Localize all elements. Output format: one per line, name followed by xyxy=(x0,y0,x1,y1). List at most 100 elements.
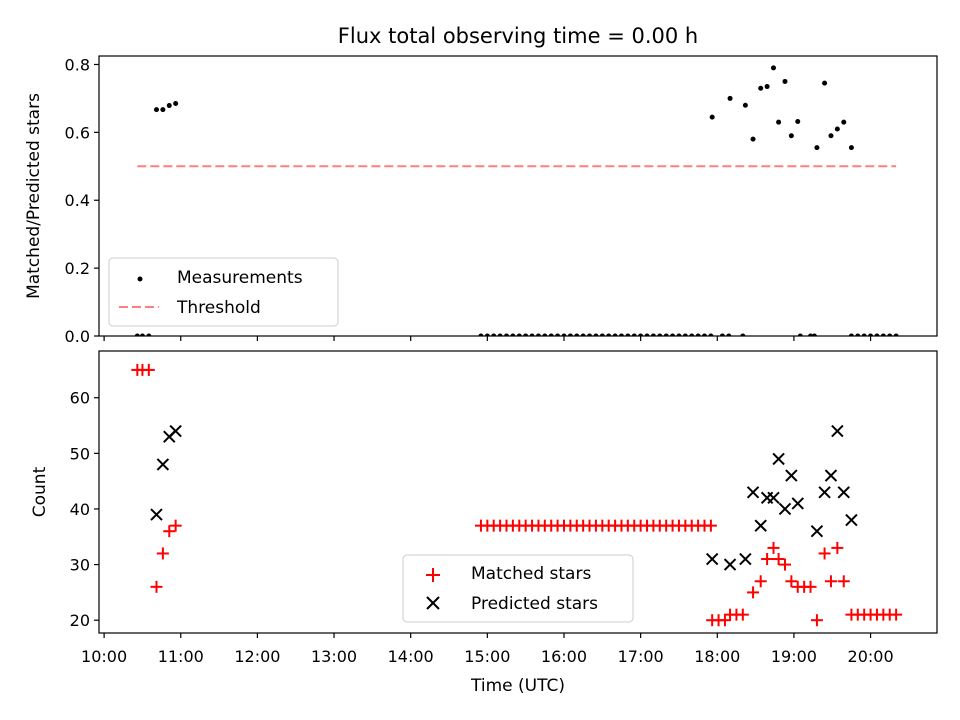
measurement-point xyxy=(523,333,529,336)
bottom-xtick-label: 12:00 xyxy=(234,647,280,666)
predicted-stars-point xyxy=(824,469,838,482)
measurement-point xyxy=(709,114,715,120)
predicted-stars-point xyxy=(739,552,752,566)
measurement-point xyxy=(173,101,179,107)
measurement-point xyxy=(770,65,776,71)
predicted-stars-point xyxy=(746,486,760,499)
matched-stars-point xyxy=(150,580,163,593)
legend-marker-measurements xyxy=(137,276,143,282)
measurement-point xyxy=(484,333,490,336)
bottom-ytick-label: 60 xyxy=(70,389,90,408)
bottom-ytick-label: 30 xyxy=(70,556,90,575)
measurement-point xyxy=(606,333,612,336)
bottom-xtick-label: 19:00 xyxy=(771,647,817,666)
bottom-xlabel: Time (UTC) xyxy=(470,676,565,696)
measurement-point xyxy=(529,333,535,336)
predicted-stars-point xyxy=(778,502,792,516)
measurement-point xyxy=(555,333,561,336)
predicted-stars-point xyxy=(772,452,785,466)
matched-stars-point xyxy=(142,363,155,376)
bottom-ytick-label: 50 xyxy=(70,444,90,463)
legend-label-threshold: Threshold xyxy=(176,298,261,318)
matched-stars-point xyxy=(169,519,182,532)
measurement-point xyxy=(795,119,801,125)
measurement-point xyxy=(638,333,644,336)
measurement-point xyxy=(593,333,599,336)
top-ytick-label: 0.2 xyxy=(65,259,90,278)
measurement-point xyxy=(561,333,567,336)
measurement-point xyxy=(874,333,880,336)
predicted-stars-point xyxy=(150,508,163,521)
top-ytick-label: 0.0 xyxy=(65,327,90,346)
measurement-point xyxy=(702,333,708,336)
measurement-point xyxy=(625,333,631,336)
measurement-point xyxy=(887,333,893,336)
measurement-point xyxy=(782,78,788,84)
measurement-point xyxy=(491,333,497,336)
predicted-stars-point xyxy=(785,469,798,482)
top-ytick-label: 0.8 xyxy=(65,55,90,74)
predicted-stars-point xyxy=(705,552,719,566)
top-ylabel: Matched/Predicted stars xyxy=(24,93,44,299)
measurement-point xyxy=(750,136,756,142)
bottom-ytick-label: 20 xyxy=(70,611,90,630)
matched-stars-point xyxy=(718,614,731,627)
matched-stars-point xyxy=(785,575,798,588)
measurement-point xyxy=(742,102,748,108)
measurement-point xyxy=(650,333,656,336)
measurement-point xyxy=(631,333,637,336)
measurement-point xyxy=(764,84,770,90)
bottom-xtick-label: 14:00 xyxy=(388,647,434,666)
legend-label-predicted-stars: Predicted stars xyxy=(471,594,598,614)
bottom-xtick-label: 20:00 xyxy=(848,647,894,666)
top-marks xyxy=(134,65,899,336)
predicted-stars-point xyxy=(156,458,170,471)
predicted-stars-point xyxy=(810,525,824,538)
measurement-point xyxy=(612,333,618,336)
measurement-point xyxy=(834,126,840,132)
legend-label-measurements: Measurements xyxy=(177,268,303,288)
top-ytick-label: 0.6 xyxy=(65,123,90,142)
bottom-xtick-label: 18:00 xyxy=(694,647,740,666)
measurement-point xyxy=(868,333,874,336)
measurement-point xyxy=(893,333,899,336)
bottom-xtick-label: 10:00 xyxy=(81,647,127,666)
matched-stars-point xyxy=(890,608,903,621)
measurement-point xyxy=(670,333,676,336)
bottom-ytick-label: 40 xyxy=(70,500,90,519)
legend-marker-predicted-stars xyxy=(426,596,440,610)
top-ytick-label: 0.4 xyxy=(65,191,90,210)
legend-marker-matched-stars xyxy=(426,568,440,582)
matched-stars-point xyxy=(736,608,749,621)
measurement-point xyxy=(822,80,828,86)
bottom-xtick-label: 13:00 xyxy=(311,647,357,666)
measurement-point xyxy=(776,119,782,125)
matched-stars-point xyxy=(767,541,780,554)
predicted-stars-point xyxy=(791,497,804,510)
matched-stars-point xyxy=(747,586,760,599)
measurement-point xyxy=(657,333,663,336)
matched-stars-point xyxy=(163,525,176,538)
predicted-stars-point xyxy=(831,424,844,438)
measurement-point xyxy=(644,333,650,336)
measurement-point xyxy=(146,333,152,336)
bottom-ylabel: Count xyxy=(30,466,50,517)
bottom-panel: 20 30 40 50 60 10:00 11:00 12:00 13:00 14:00 15:00… xyxy=(30,350,938,696)
bottom-marks xyxy=(131,363,903,627)
measurement-point xyxy=(740,333,746,336)
measurement-point xyxy=(676,333,682,336)
predicted-stars-point xyxy=(837,486,850,499)
matched-stars-point xyxy=(754,575,767,588)
measurement-point xyxy=(797,333,803,336)
matched-stars-point xyxy=(761,553,774,566)
measurement-point xyxy=(848,333,854,336)
measurement-point xyxy=(510,333,516,336)
matched-stars-point xyxy=(704,519,717,532)
measurement-point xyxy=(153,107,159,113)
top-legend: Measurements Threshold xyxy=(108,257,339,327)
measurement-point xyxy=(855,333,861,336)
measurement-point xyxy=(516,333,522,336)
predicted-stars-point xyxy=(818,486,831,499)
matched-stars-point xyxy=(818,547,831,560)
measurement-point xyxy=(478,333,484,336)
